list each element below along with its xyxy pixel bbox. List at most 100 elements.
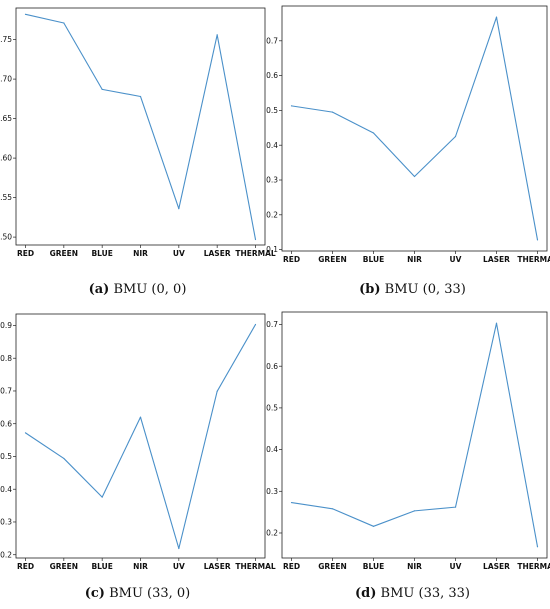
caption-b: (b) BMU (0, 33) (275, 282, 550, 297)
y-tick-label: 0.6 (0, 419, 12, 428)
caption-text: BMU (33, 33) (380, 586, 470, 601)
x-tick-label: UV (173, 249, 185, 258)
y-tick-label: 0.75 (0, 35, 12, 44)
caption-a: (a) BMU (0, 0) (0, 282, 275, 297)
caption-c: (c) BMU (33, 0) (0, 586, 275, 601)
caption-letter: (c) (84, 586, 105, 601)
y-tick-label: 0.4 (266, 445, 278, 454)
y-tick-label: 0.4 (0, 485, 12, 494)
x-tick-label: THERMAL (235, 562, 276, 571)
data-point (178, 547, 180, 550)
y-tick-label: 0.5 (266, 106, 278, 115)
chart-d: 0.2 0.3 0.4 0.5 0.6 0.7 RED GREEN BLUE NIR UV LASER… (266, 311, 550, 571)
data-point (178, 208, 180, 210)
x-tick-label: NIR (133, 249, 148, 258)
y-tick-label: 0.60 (0, 154, 12, 163)
y-tick-label: 0.2 (266, 529, 278, 538)
x-tick-label: RED (17, 249, 34, 258)
y-tick-label: 0.1 (266, 245, 278, 254)
y-tick-label: 0.6 (266, 362, 278, 371)
data-point (413, 175, 416, 178)
y-tick-label: 0.3 (266, 176, 278, 185)
x-tick-label: GREEN (318, 562, 346, 571)
x-tick-label: RED (17, 562, 34, 571)
x-tick-label: UV (450, 255, 462, 264)
data-point (216, 34, 218, 36)
series-line (25, 324, 256, 550)
chart-c: 0.2 0.3 0.4 0.5 0.6 0.7 0.8 0.9 RED GREEN BLUE NIR U… (0, 313, 276, 571)
chart-panel-c: 0.2 0.3 0.4 0.5 0.6 0.7 0.8 0.9 RED GREEN BLUE NIR U… (0, 305, 276, 609)
data-point (290, 105, 293, 107)
caption-text: BMU (0, 0) (113, 282, 187, 297)
data-point (24, 13, 27, 15)
data-point (331, 508, 334, 510)
x-tick-label: THERMAL (235, 249, 276, 258)
y-tick-label: 0.5 (0, 452, 12, 461)
plot-frame (15, 7, 266, 246)
data-point (139, 416, 142, 418)
plot-frame (281, 311, 548, 559)
data-point (331, 111, 334, 113)
chart-panel-a: 0.50 0.55 0.60 0.65 0.70 0.75 RED GREEN BLUE NIR U… (0, 0, 276, 305)
plot-frame (15, 313, 266, 559)
y-tick-label: 0.65 (0, 114, 12, 123)
x-tick-label: BLUE (91, 562, 112, 571)
data-point (495, 322, 498, 324)
data-point (63, 457, 65, 460)
x-tick-label: THERMAL (517, 562, 550, 571)
data-point (454, 135, 457, 138)
data-point (413, 510, 416, 512)
caption-text: BMU (33, 0) (109, 586, 191, 601)
x-tick-label: NIR (133, 562, 148, 571)
caption-letter: (a) (88, 282, 110, 297)
data-point (24, 432, 27, 434)
x-tick-label: UV (173, 562, 185, 571)
x-tick-label: NIR (407, 562, 422, 571)
y-tick-label: 0.5 (266, 403, 278, 412)
x-tick-label: RED (283, 562, 300, 571)
x-tick-label: GREEN (318, 255, 346, 264)
x-tick-label: LASER (204, 562, 231, 571)
y-tick-label: 0.4 (266, 141, 278, 150)
caption-d: (d) BMU (33, 33) (275, 586, 550, 601)
x-tick-label: RED (283, 255, 300, 264)
data-point (63, 22, 65, 24)
y-tick-label: 0.8 (0, 354, 12, 363)
x-tick-label: GREEN (50, 249, 78, 258)
plot-frame (281, 5, 548, 252)
series-line (25, 13, 257, 240)
x-tick-label: LASER (204, 249, 231, 258)
x-tick-label: BLUE (91, 249, 112, 258)
x-tick-label: LASER (483, 255, 510, 264)
y-tick-label: 0.6 (266, 71, 278, 80)
x-tick-label: THERMAL (517, 255, 550, 264)
data-point (536, 546, 539, 548)
chart-panel-b: 0.1 0.2 0.3 0.4 0.5 0.6 0.7 RED GREEN BLUE NIR UV LA… (266, 0, 550, 305)
data-point (216, 390, 218, 392)
y-tick-label: 0.55 (0, 193, 12, 202)
data-point (372, 132, 375, 134)
x-tick-label: NIR (407, 255, 422, 264)
x-tick-label: UV (450, 562, 462, 571)
x-tick-label: LASER (483, 562, 510, 571)
data-point (495, 16, 498, 18)
y-tick-label: 0.2 (266, 210, 278, 219)
data-point (454, 506, 457, 508)
y-tick-label: 0.7 (266, 36, 278, 45)
caption-letter: (b) (359, 282, 381, 297)
y-tick-label: 0.3 (0, 518, 12, 527)
y-tick-label: 0.7 (266, 320, 278, 329)
chart-b: 0.1 0.2 0.3 0.4 0.5 0.6 0.7 RED GREEN BLUE NIR UV LA… (266, 5, 550, 264)
x-tick-label: BLUE (363, 255, 384, 264)
series-line (291, 16, 539, 240)
data-point (139, 95, 142, 98)
data-point (254, 323, 257, 326)
chart-panel-d: 0.2 0.3 0.4 0.5 0.6 0.7 RED GREEN BLUE NIR UV LASER… (266, 305, 550, 609)
data-point (536, 239, 539, 241)
y-tick-label: 0.9 (0, 321, 12, 330)
y-tick-label: 0.2 (0, 550, 12, 559)
chart-a: 0.50 0.55 0.60 0.65 0.70 0.75 RED GREEN BLUE NIR U… (0, 7, 276, 258)
data-point (254, 238, 257, 241)
y-tick-label: 0.50 (0, 233, 12, 242)
y-tick-label: 0.3 (266, 487, 278, 496)
